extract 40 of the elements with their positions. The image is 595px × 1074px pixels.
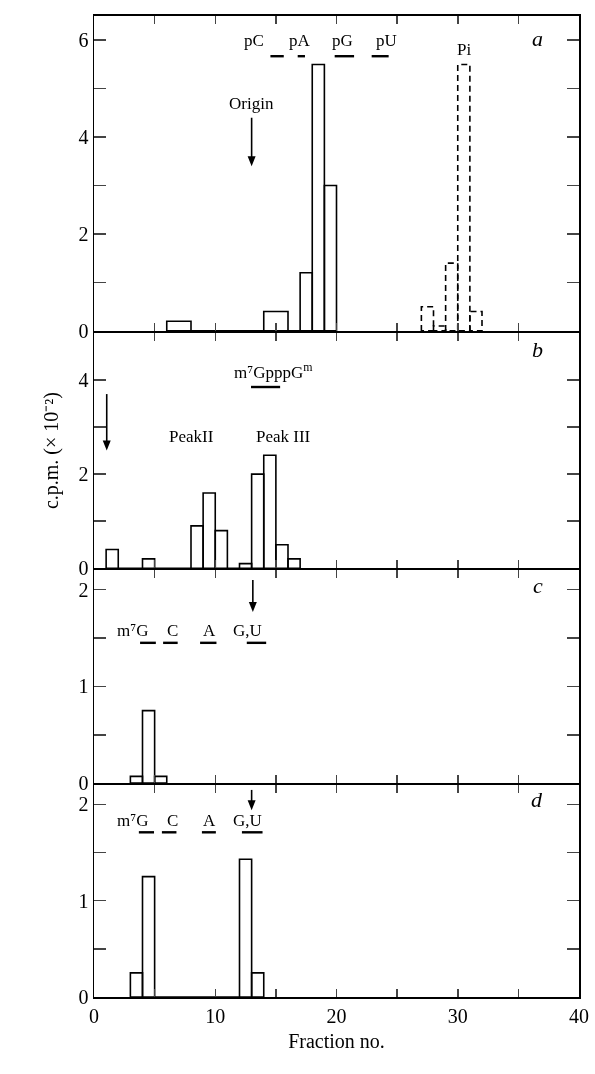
y-tick-label: 1 <box>78 675 89 698</box>
chart-title: b <box>532 337 543 362</box>
y-tick-label: 0 <box>78 557 89 580</box>
y-tick-label: 1 <box>78 889 89 912</box>
y-tick-label: 2 <box>78 578 89 601</box>
annotation: G,U <box>233 621 262 640</box>
y-tick-label: 6 <box>78 29 89 52</box>
y-axis-title: c.p.m. (× 10⁻²) <box>40 392 64 510</box>
annotation: PeakII <box>169 427 214 446</box>
annotation: A <box>203 621 216 640</box>
y-tick-label: 2 <box>78 463 89 486</box>
annotation: m⁷G <box>117 811 149 830</box>
y-tick-label: 4 <box>78 126 89 149</box>
chart-title: c <box>533 573 543 598</box>
x-tick-label: 20 <box>326 1005 347 1027</box>
y-tick-label: 0 <box>78 986 89 1008</box>
y-tick-label: 2 <box>78 793 89 816</box>
annotation: Peak III <box>256 427 311 446</box>
annotation: pA <box>289 31 311 50</box>
annotation: Origin <box>229 94 274 113</box>
annotation: G,U <box>233 811 262 830</box>
annotation: C <box>167 621 179 640</box>
x-tick-label: 30 <box>447 1005 468 1027</box>
annotation: C <box>167 811 179 830</box>
y-tick-label: 4 <box>78 368 89 391</box>
chart-title: d <box>531 787 543 812</box>
x-tick-label: 40 <box>569 1005 589 1027</box>
y-tick-label: 0 <box>78 319 89 342</box>
annotation: pG <box>332 31 353 50</box>
annotation: A <box>203 811 216 830</box>
annotation: pC <box>244 31 264 50</box>
annotation: m⁷GpppG$^{m}$ <box>234 360 314 383</box>
text: a <box>532 26 543 51</box>
y-tick-label: 2 <box>78 223 89 246</box>
annotation: m⁷G <box>117 621 149 640</box>
y-tick-label: 0 <box>78 772 89 795</box>
x-axis-title: Fraction no. <box>288 1030 385 1052</box>
annotation: pU <box>376 31 397 50</box>
annotation: Pi <box>457 40 472 59</box>
x-tick-label: 10 <box>205 1005 226 1027</box>
